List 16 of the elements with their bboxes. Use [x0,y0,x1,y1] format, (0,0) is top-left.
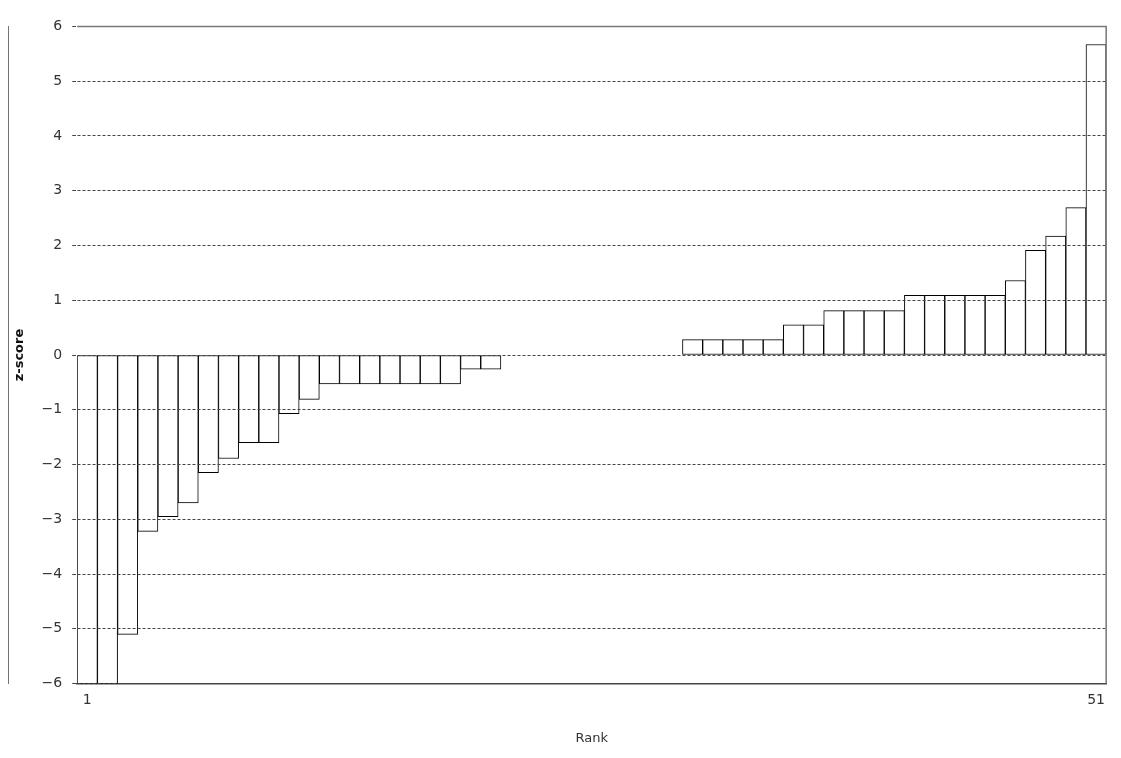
y-tick-label: −2 [41,455,63,472]
x-axis-title: Rank [575,729,609,745]
y-tick-label: 6 [53,17,63,34]
y-axis-title: z-score [11,328,27,382]
x-tick-label: 51 [1087,690,1105,707]
y-tick-label: 4 [53,126,63,143]
y-tick-label: 1 [53,290,63,307]
y-tick-label: −1 [41,400,63,417]
y-tick-label: −6 [41,674,63,691]
y-tick-label: 5 [53,71,63,88]
y-tick-label: 0 [53,345,63,362]
y-tick-label: −3 [41,509,63,526]
y-tick-label: −4 [41,564,63,581]
y-tick-label: 2 [53,236,63,253]
y-tick-label: −5 [41,619,63,636]
y-tick-label: 3 [53,181,63,198]
